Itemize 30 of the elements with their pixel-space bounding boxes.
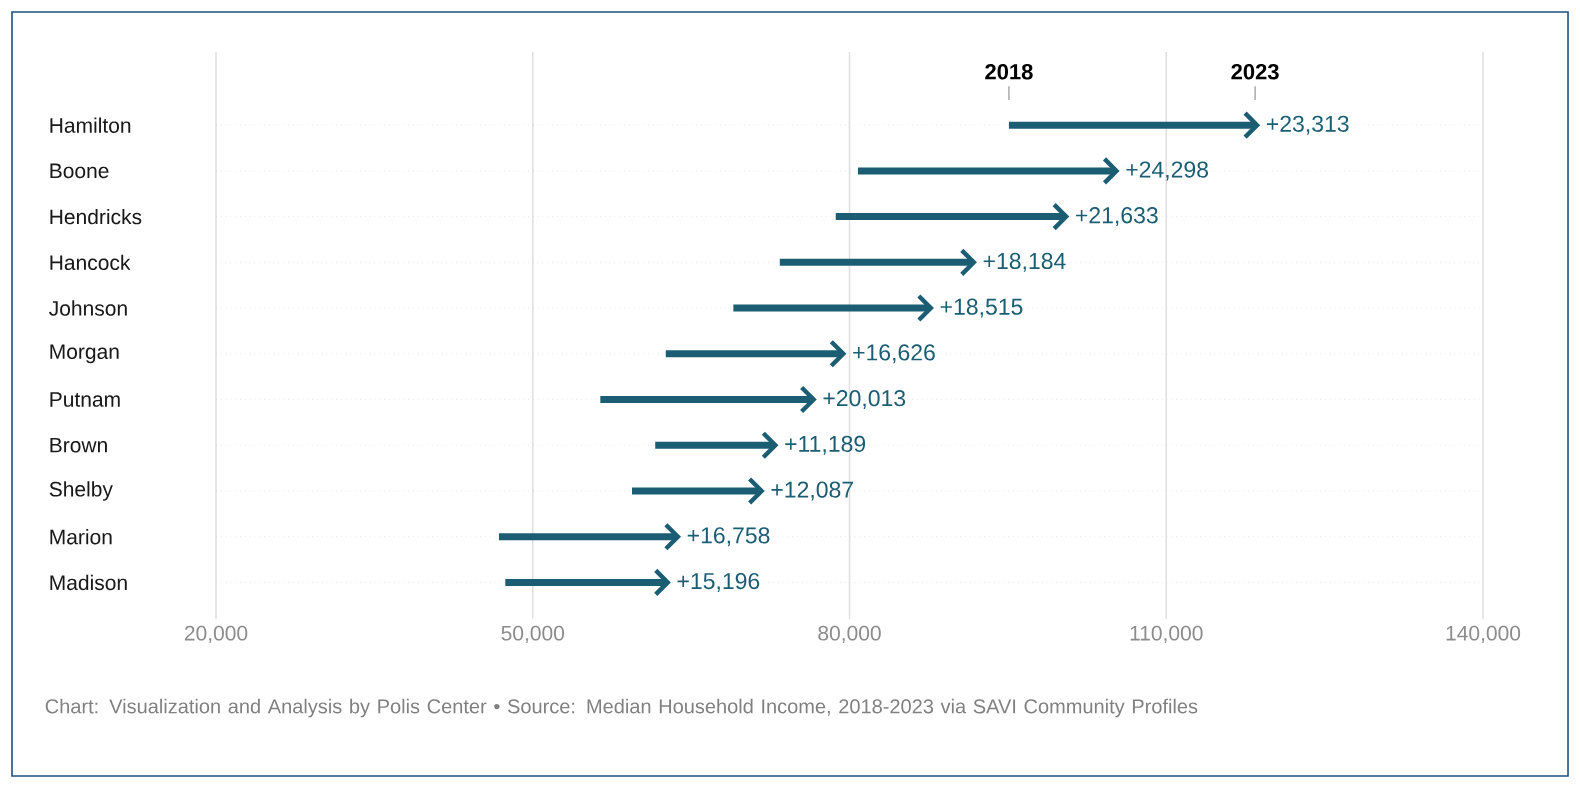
data-label: +24,298 [1126,161,1209,181]
text: 2023 [1231,63,1279,80]
text: 2018 [985,64,1033,80]
x-tick-label: 20,000 [184,625,248,644]
x-tick-label: 50,000 [501,625,565,644]
data-label: +11,189 [785,435,866,455]
data-label: +16,626 [853,344,935,364]
y-tick-label: Johnson [49,300,127,316]
data-label: +23,313 [1266,115,1349,135]
x-tick-label: 140,000 [1446,625,1521,644]
y-tick-label: Marion [50,528,112,545]
text: Chart: Visualization and Analysis by Polis Center • Source: Median Household Income, 2018-2023 via SAVI Community Profiles [45,698,1198,718]
data-label: +16,758 [687,527,770,547]
data-label: +18,515 [940,298,1023,318]
y-tick-label: Hancock [50,254,131,271]
data-label: +20,013 [823,390,906,410]
x-tick-label: 80,000 [818,625,881,644]
x-tick-label: 110,000 [1130,625,1203,644]
y-tick-label: Hendricks [50,208,142,225]
data-label: +21,633 [1076,207,1158,227]
data-label: +18,184 [983,252,1066,272]
y-tick-label: Brown [50,437,107,453]
y-tick-label: Madison [50,574,127,591]
data-label: +15,196 [677,572,760,592]
y-tick-label: Hamilton [50,117,131,133]
y-tick-label: Boone [50,163,109,179]
data-label: +12,087 [771,481,853,501]
y-tick-label: Morgan [50,344,119,364]
y-tick-label: Putnam [50,392,120,407]
y-tick-label: Shelby [49,481,113,501]
